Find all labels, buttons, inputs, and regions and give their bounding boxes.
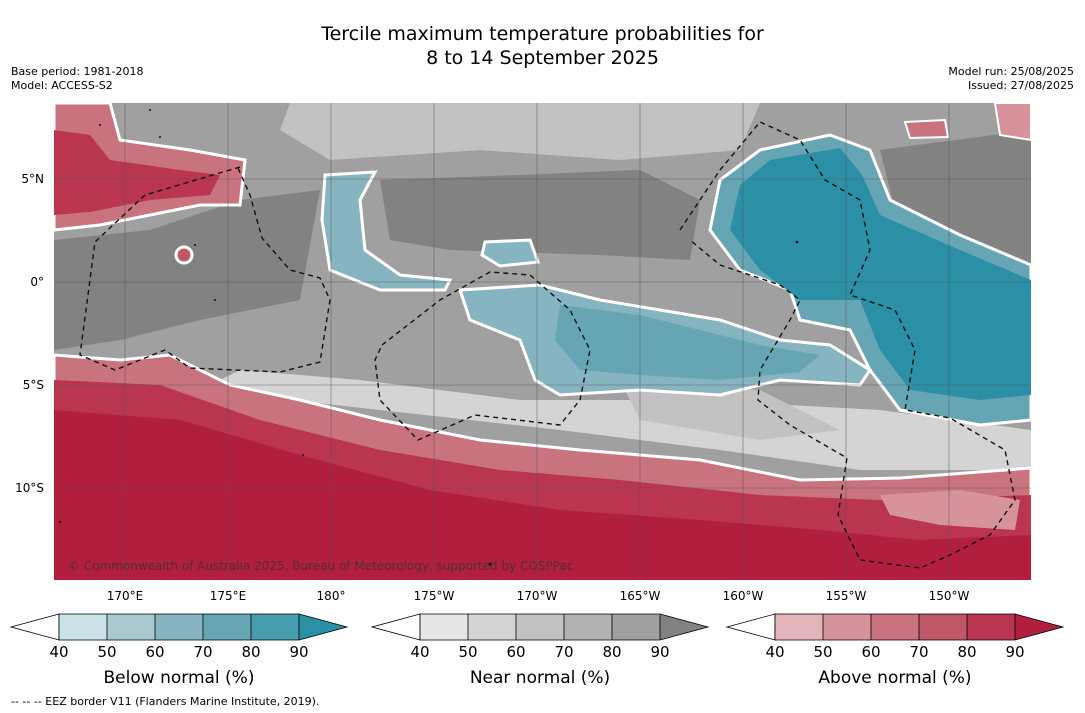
eez-legend: -- -- -- EEZ border V11 (Flanders Marine… xyxy=(11,695,320,708)
colorbar-below xyxy=(9,613,349,641)
lon-label: 160°W xyxy=(722,589,764,603)
cb-tick: 50 xyxy=(813,643,833,661)
below-normal-small-blob xyxy=(480,238,541,268)
cb-tick: 90 xyxy=(1005,643,1025,661)
colorbar-below-cells xyxy=(59,614,347,640)
map-field xyxy=(54,103,1031,580)
cb-tick: 50 xyxy=(458,643,478,661)
cb-tick: 50 xyxy=(97,643,117,661)
cb-tick: 40 xyxy=(49,643,69,661)
colorbar-above-title: Above normal (%) xyxy=(818,668,972,688)
model-name: Model: ACCESS-S2 xyxy=(11,79,113,92)
meta-left: Base period: 1981-2018 Model: ACCESS-S2 xyxy=(11,65,143,93)
above-normal-northwest-core xyxy=(54,130,220,215)
lon-label: 180° xyxy=(316,589,346,603)
cb-tick: 60 xyxy=(145,643,165,661)
cb-tick: 70 xyxy=(909,643,929,661)
eez-borders xyxy=(79,121,1016,569)
graticule xyxy=(54,103,1031,580)
near-normal-light-north xyxy=(280,103,760,160)
lon-label: 150°W xyxy=(928,589,970,603)
lat-label: 10°S xyxy=(15,481,44,495)
meta-right: Model run: 25/08/2025 Issued: 27/08/2025 xyxy=(948,65,1074,93)
cb-tick: 80 xyxy=(241,643,261,661)
near-normal-light-south xyxy=(200,370,1031,470)
cb-tick: 40 xyxy=(765,643,785,661)
cb-tick: 90 xyxy=(289,643,309,661)
lon-label: 155°W xyxy=(825,589,867,603)
lon-label: 170°W xyxy=(516,589,558,603)
lon-label: 175°W xyxy=(413,589,455,603)
near-normal-dark-east xyxy=(880,130,1031,280)
islands xyxy=(58,109,799,566)
colorbar-below-title: Below normal (%) xyxy=(103,668,255,688)
colorbar-near-cells xyxy=(420,614,708,640)
lon-label: 175°E xyxy=(209,589,247,603)
above-normal-southeast-light xyxy=(880,490,1020,530)
colorbar-near-title: Near normal (%) xyxy=(469,668,611,688)
above-normal-islet xyxy=(174,245,194,265)
lat-label: 5°N xyxy=(21,172,44,186)
cb-tick: 60 xyxy=(506,643,526,661)
cb-tick: 70 xyxy=(554,643,574,661)
cb-tick: 40 xyxy=(410,643,430,661)
copyright-notice: © Commonwealth of Australia 2025, Bureau… xyxy=(68,559,574,573)
cb-tick: 80 xyxy=(602,643,622,661)
colorbar-above-cells xyxy=(775,614,1063,640)
colorbar-near xyxy=(370,613,710,641)
near-normal-dark-center xyxy=(380,170,700,260)
near-normal-light-patch xyxy=(620,380,840,440)
colorbar-above xyxy=(725,613,1065,641)
below-normal-east-core xyxy=(730,148,1031,400)
above-normal-south-core xyxy=(54,410,1031,580)
below-normal-central-core xyxy=(555,305,820,380)
title-line-2: 8 to 14 September 2025 xyxy=(426,47,659,69)
cb-tick: 60 xyxy=(861,643,881,661)
issued-date: Issued: 27/08/2025 xyxy=(967,79,1074,92)
title-line-1: Tercile maximum temperature probabilitie… xyxy=(321,23,764,45)
above-normal-northeast-edge xyxy=(993,103,1031,142)
model-run: Model run: 25/08/2025 xyxy=(948,65,1074,78)
above-normal-northeast xyxy=(903,118,950,140)
near-normal-dark-west xyxy=(54,190,320,350)
lat-label: 5°S xyxy=(22,378,44,392)
base-period: Base period: 1981-2018 xyxy=(11,65,144,78)
lon-label: 170°E xyxy=(106,589,144,603)
lon-label: 165°W xyxy=(619,589,661,603)
lat-label: 0° xyxy=(30,275,44,289)
cb-tick: 90 xyxy=(650,643,670,661)
cb-tick: 70 xyxy=(193,643,213,661)
cb-tick: 80 xyxy=(957,643,977,661)
below-normal-west-blob xyxy=(320,170,453,292)
